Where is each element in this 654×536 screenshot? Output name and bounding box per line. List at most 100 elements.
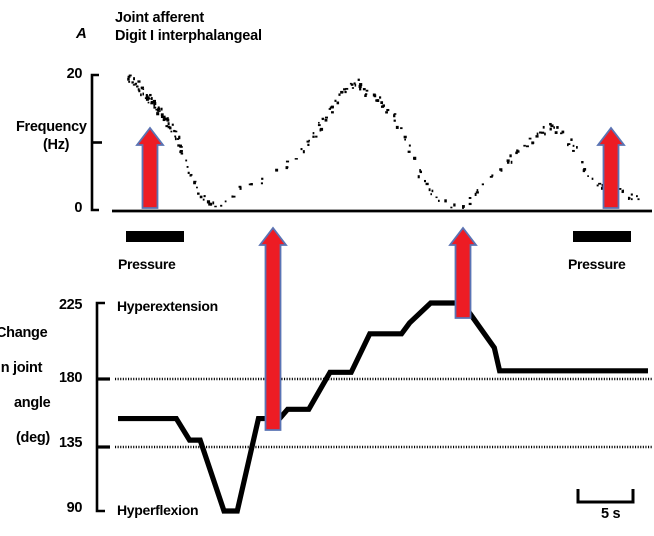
spike-point [158, 110, 161, 112]
spike-point [275, 168, 279, 172]
spike-point [358, 84, 362, 88]
spike-point [541, 131, 545, 134]
spike-point [344, 90, 347, 94]
spike-point [165, 125, 169, 128]
spike-point [334, 99, 337, 102]
spike-point [582, 169, 586, 173]
spike-point [622, 189, 624, 193]
spike-point [197, 192, 200, 195]
angle-axis-label-line3: angle [14, 395, 51, 411]
spike-point [179, 151, 182, 154]
spike-point [386, 108, 390, 112]
spike-point [169, 127, 172, 130]
spike-point [517, 150, 520, 153]
spike-point [162, 118, 166, 122]
spike-point [157, 106, 160, 109]
spike-point [300, 148, 303, 151]
spike-point [385, 111, 388, 114]
frequency-axis-label-line2: (Hz) [43, 137, 70, 153]
spike-point [137, 80, 141, 83]
spike-point [481, 183, 484, 186]
spike-point [393, 113, 397, 115]
spike-point [328, 108, 332, 110]
spike-point [567, 143, 571, 145]
spike-point [193, 180, 197, 183]
spike-point [167, 122, 170, 126]
spike-point [628, 197, 631, 200]
spike-point [170, 130, 173, 133]
spike-point [177, 144, 181, 147]
spike-point [353, 82, 356, 85]
spike-point [174, 130, 177, 132]
spike-point [146, 97, 149, 99]
spike-point [180, 152, 184, 155]
scale-bar-label: 5 s [601, 506, 621, 522]
arrow-3 [448, 226, 478, 319]
spike-point [345, 87, 349, 90]
spike-point [618, 188, 622, 190]
spike-point [132, 84, 136, 86]
spike-point [550, 124, 554, 128]
spike-point [468, 202, 472, 206]
spike-point [128, 80, 131, 83]
spike-point [167, 117, 169, 120]
spike-point [591, 177, 594, 180]
spike-point [199, 195, 203, 199]
angle-tick-225: 225 [59, 297, 82, 313]
spike-point [167, 126, 171, 129]
spike-point [549, 122, 552, 126]
spike-point [359, 87, 362, 91]
pressure-label-right: Pressure [568, 256, 626, 272]
spike-point [423, 179, 426, 183]
spike-point [489, 175, 493, 178]
spike-point [570, 138, 573, 141]
spike-point [544, 132, 546, 136]
spike-point [212, 201, 215, 205]
spike-point [587, 175, 589, 177]
spike-frequency-scatter [127, 74, 640, 209]
spike-point [206, 200, 211, 204]
spike-point [155, 108, 159, 111]
spike-point [174, 135, 177, 138]
spike-point [598, 182, 602, 185]
spike-point [190, 173, 193, 176]
spike-point [250, 183, 253, 186]
spike-point [364, 93, 368, 96]
scale-bar [576, 489, 635, 504]
spike-point [474, 192, 477, 196]
spike-point [153, 101, 157, 105]
pressure-bar-right [573, 231, 631, 242]
spike-point [509, 154, 512, 158]
spike-point [286, 166, 289, 169]
spike-point [127, 75, 131, 78]
spike-point [145, 97, 149, 101]
spike-point [528, 137, 532, 140]
angle-axis-label-line2: in joint [0, 360, 43, 376]
spike-point [395, 125, 399, 129]
spike-point [156, 112, 160, 116]
spike-point [157, 107, 161, 111]
spike-point [468, 197, 472, 199]
spike-point [536, 132, 539, 136]
spike-point [202, 198, 205, 201]
spike-point [320, 127, 324, 131]
spike-point [142, 88, 145, 90]
spike-point [137, 88, 140, 91]
spike-point [630, 193, 633, 196]
spike-point [516, 149, 519, 153]
figure-title-line2: Digit I interphalangeal [115, 28, 262, 44]
spike-point [324, 118, 328, 122]
spike-point [407, 150, 411, 153]
spike-point [179, 144, 183, 148]
spike-point [343, 88, 346, 91]
spike-point [153, 106, 157, 109]
spike-point [261, 177, 264, 180]
frequency-tick-20: 20 [66, 66, 83, 82]
spike-point [556, 126, 559, 129]
spike-point [425, 182, 429, 186]
spike-point [549, 127, 552, 131]
spike-point [336, 101, 340, 105]
spike-point [145, 93, 148, 96]
angle-axis [95, 301, 110, 513]
spike-point [331, 111, 334, 114]
